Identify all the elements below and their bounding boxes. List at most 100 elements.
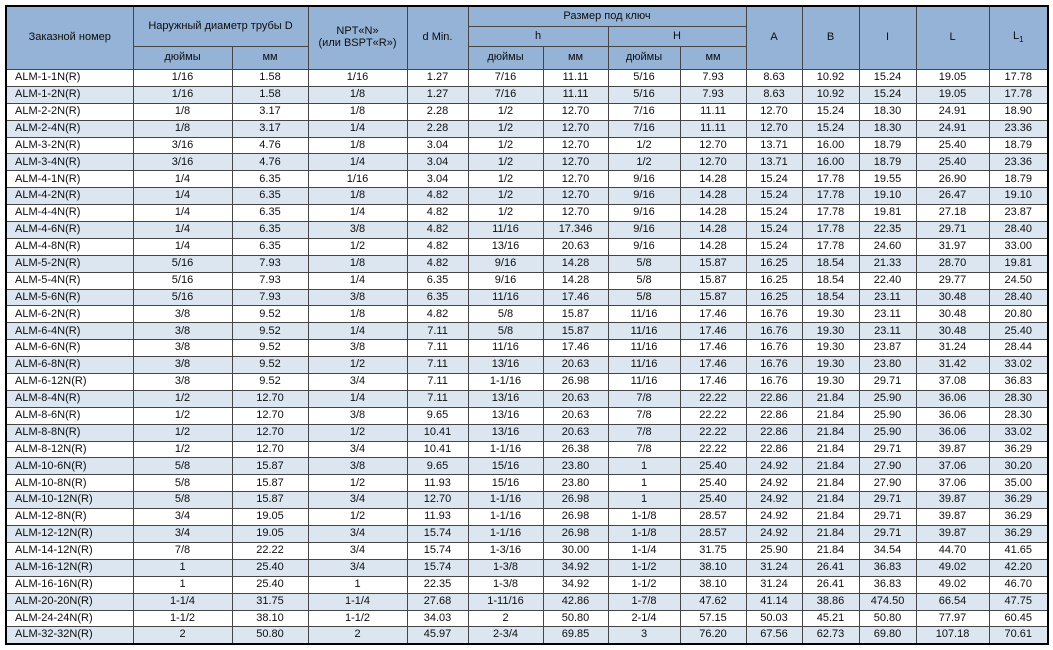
value-cell: 12.70 [231,440,309,459]
value-cell: 24.92 [745,457,803,476]
value-cell: 27.68 [406,592,469,611]
order-number-cell: ALM-2-4N(R) [5,119,134,138]
value-cell: 1-1/4 [607,541,681,560]
value-cell: 18.79 [858,136,917,155]
value-cell: 3/4 [307,558,408,577]
value-cell: 26.98 [542,508,609,527]
value-cell: 1/2 [467,136,544,155]
value-cell: 19.05 [231,525,309,543]
value-cell: 21.84 [801,440,860,459]
value-cell: 12.70 [231,423,309,442]
value-cell: 1/4 [307,204,408,223]
value-cell: 1-1/16 [467,373,544,391]
value-cell: 36.06 [915,389,990,408]
value-cell: 29.77 [915,271,990,290]
value-cell: 7/8 [607,389,681,408]
value-cell: 17.46 [542,339,609,358]
order-number-cell: ALM-12-12N(R) [5,525,134,543]
value-cell: 1-1/2 [307,609,408,628]
value-cell: 15.87 [231,457,309,476]
value-cell: 25.40 [915,153,990,172]
value-cell: 36.29 [988,525,1049,543]
value-cell: 4.82 [406,204,469,223]
value-cell: 15.87 [542,322,609,341]
value-cell: 3/8 [132,373,233,391]
value-cell: 6.35 [406,288,469,307]
value-cell: 18.54 [801,288,860,307]
value-cell: 29.71 [858,373,917,391]
header-wrench-size: Размер под ключ [467,5,747,27]
value-cell: 7/16 [467,85,544,104]
value-cell: 23.11 [858,305,917,324]
value-cell: 35.00 [988,474,1049,493]
value-cell: 34.92 [542,575,609,594]
value-cell: 13/16 [467,406,544,425]
value-cell: 45.97 [406,626,469,645]
value-cell: 12.70 [679,136,747,155]
value-cell: 7.11 [406,356,469,375]
value-cell: 17.46 [679,305,747,324]
value-cell: 1/4 [307,119,408,138]
value-cell: 26.41 [801,575,860,594]
value-cell: 19.30 [801,322,860,341]
value-cell: 6.35 [231,187,309,206]
value-cell: 1/8 [307,85,408,104]
table-row: ALM-5-4N(R) 5/16 7.93 1/4 6.35 9/16 14.28 5/8 15… [5,271,1049,290]
value-cell: 42.86 [542,592,609,611]
value-cell: 8.63 [745,85,803,104]
value-cell: 2-1/4 [607,609,681,628]
value-cell: 6.35 [231,221,309,239]
value-cell: 16.25 [745,254,803,273]
value-cell: 9.52 [231,322,309,341]
value-cell: 22.22 [679,389,747,408]
value-cell: 1/4 [307,322,408,341]
table-row: ALM-4-8N(R) 1/4 6.35 1/2 4.82 13/16 20.63 9/16 1… [5,237,1049,256]
value-cell: 21.84 [801,389,860,408]
value-cell: 3/4 [307,541,408,560]
value-cell: 4.82 [406,305,469,324]
order-number-cell: ALM-1-2N(R) [5,85,134,104]
value-cell: 15/16 [467,457,544,476]
value-cell: 1-3/8 [467,575,544,594]
table-row: ALM-20-20N(R) 1-1/4 31.75 1-1/4 27.68 1-11/16… [5,592,1049,611]
order-number-cell: ALM-4-6N(R) [5,221,134,239]
value-cell: 11/16 [607,305,681,324]
value-cell: 1-1/8 [607,525,681,543]
value-cell: 1/2 [467,119,544,138]
value-cell: 12.70 [542,187,609,206]
value-cell: 15.87 [542,305,609,324]
value-cell: 5/8 [467,305,544,324]
value-cell: 37.08 [915,373,990,391]
value-cell: 3.04 [406,136,469,155]
value-cell: 1/2 [307,508,408,527]
value-cell: 22.35 [406,575,469,594]
value-cell: 23.87 [988,204,1049,223]
value-cell: 23.11 [858,288,917,307]
value-cell: 1/2 [607,136,681,155]
table-row: ALM-4-1N(R) 1/4 6.35 1/16 3.04 1/2 12.70 9/16 14… [5,170,1049,189]
value-cell: 15.74 [406,525,469,543]
table-row: ALM-12-8N(R) 3/4 19.05 1/2 11.93 1-1/16 26.98 1… [5,508,1049,527]
value-cell: 22.22 [679,406,747,425]
value-cell: 26.47 [915,187,990,206]
value-cell: 25.40 [679,457,747,476]
value-cell: 1-1/16 [467,440,544,459]
value-cell: 1.58 [231,69,309,87]
value-cell: 1/2 [307,237,408,256]
order-number-cell: ALM-6-6N(R) [5,339,134,358]
table-row: ALM-16-12N(R) 1 25.40 3/4 15.74 1-3/8 34.92 1-1… [5,558,1049,577]
order-number-cell: ALM-16-16N(R) [5,575,134,594]
value-cell: 26.90 [915,170,990,189]
value-cell: 20.63 [542,423,609,442]
value-cell: 12.70 [231,406,309,425]
value-cell: 24.91 [915,119,990,138]
order-number-cell: ALM-2-2N(R) [5,102,134,121]
value-cell: 9/16 [607,204,681,223]
value-cell: 24.50 [988,271,1049,290]
value-cell: 1/2 [467,153,544,172]
value-cell: 29.71 [915,221,990,239]
value-cell: 15.87 [231,491,309,510]
value-cell: 41.14 [745,592,803,611]
table-row: ALM-1-1N(R) 1/16 1.58 1/16 1.27 7/16 11.11 5/16… [5,69,1049,87]
header-inches-h: дюймы [467,46,544,70]
